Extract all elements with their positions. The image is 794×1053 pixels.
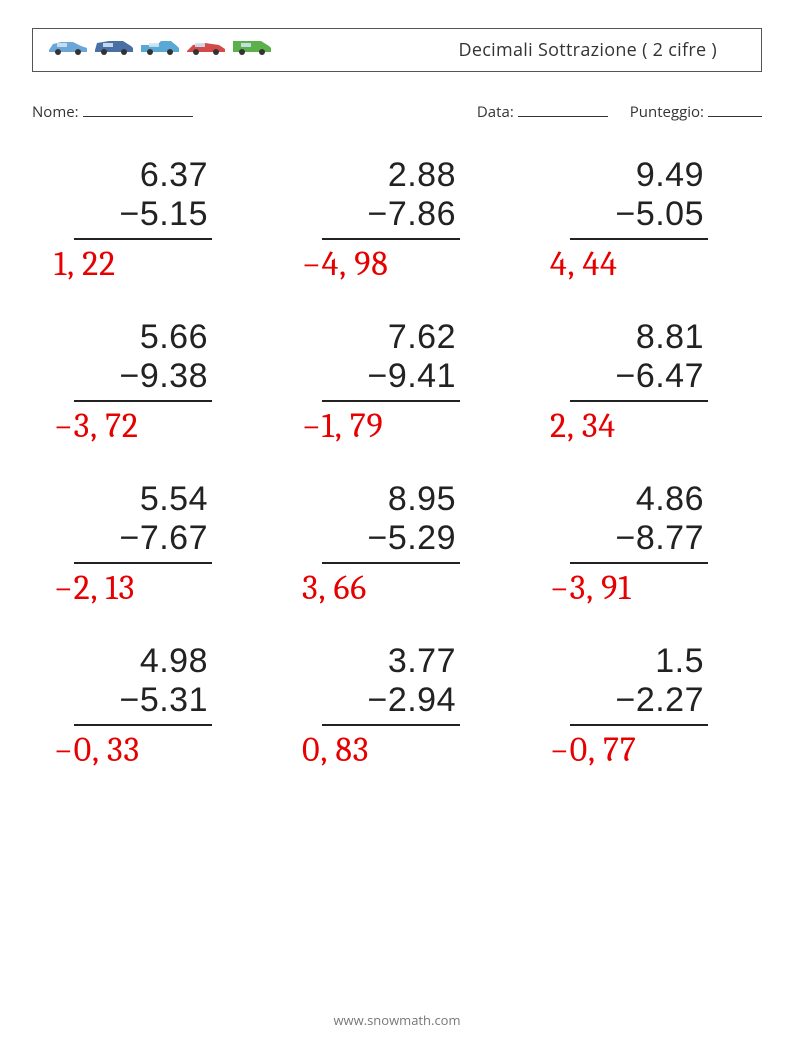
problem: 9.49−5.054, 44 (530, 156, 760, 284)
minuend: 9.49 (636, 156, 708, 195)
subtrahend: −5.15 (119, 195, 212, 234)
equals-rule (74, 238, 212, 240)
minuend: 5.66 (140, 318, 212, 357)
car-icon (93, 36, 135, 61)
number-block: 4.98−5.31 (34, 642, 212, 726)
subtrahend: −6.47 (615, 357, 708, 396)
answer: −4, 98 (282, 244, 389, 284)
problem: 8.95−5.293, 66 (282, 480, 512, 608)
answer: 4, 44 (530, 244, 618, 284)
problem: 5.54−7.67−2, 13 (34, 480, 264, 608)
subtrahend: −9.41 (367, 357, 460, 396)
answer: −0, 77 (530, 730, 637, 770)
answer: 2, 34 (530, 406, 616, 446)
number-block: 8.81−6.47 (530, 318, 708, 402)
minuend: 8.95 (388, 480, 460, 519)
car-icon (185, 36, 227, 61)
score-label: Punteggio: (630, 102, 704, 122)
subtrahend: −5.31 (119, 681, 212, 720)
minuend: 7.62 (388, 318, 460, 357)
number-block: 5.54−7.67 (34, 480, 212, 564)
number-block: 5.66−9.38 (34, 318, 212, 402)
minuend: 5.54 (140, 480, 212, 519)
problem: 6.37−5.151, 22 (34, 156, 264, 284)
number-block: 8.95−5.29 (282, 480, 460, 564)
answer: −3, 72 (34, 406, 139, 446)
name-field: Nome: (32, 102, 193, 122)
problem: 4.86−8.77−3, 91 (530, 480, 760, 608)
answer: 3, 66 (282, 568, 367, 608)
worksheet-title: Decimali Sottrazione ( 2 cifre ) (458, 38, 747, 62)
number-block: 4.86−8.77 (530, 480, 708, 564)
answer: −3, 91 (530, 568, 631, 608)
minuend: 1.5 (655, 642, 708, 681)
score-blank (708, 102, 762, 117)
problem-grid: 6.37−5.151, 222.88−7.86−4, 989.49−5.054,… (32, 156, 762, 770)
car-icon (231, 36, 273, 61)
subtrahend: −9.38 (119, 357, 212, 396)
car-icon-row (47, 39, 273, 61)
problem: 8.81−6.472, 34 (530, 318, 760, 446)
car-icon (139, 36, 181, 61)
footer-url: www.snowmath.com (0, 1011, 794, 1029)
answer: −0, 33 (34, 730, 140, 770)
subtrahend: −7.67 (119, 519, 212, 558)
minuend: 6.37 (140, 156, 212, 195)
name-label: Nome: (32, 102, 79, 122)
equals-rule (322, 400, 460, 402)
problem: 2.88−7.86−4, 98 (282, 156, 512, 284)
date-field: Data: (477, 102, 608, 122)
minuend: 2.88 (388, 156, 460, 195)
number-block: 3.77−2.94 (282, 642, 460, 726)
minuend: 8.81 (636, 318, 708, 357)
problem: 1.5−2.27−0, 77 (530, 642, 760, 770)
answer: −2, 13 (34, 568, 135, 608)
number-block: 9.49−5.05 (530, 156, 708, 240)
minuend: 3.77 (388, 642, 460, 681)
subtrahend: −2.94 (367, 681, 460, 720)
date-blank (518, 102, 608, 117)
problem: 7.62−9.41−1, 79 (282, 318, 512, 446)
equals-rule (74, 400, 212, 402)
number-block: 7.62−9.41 (282, 318, 460, 402)
car-icon (47, 36, 89, 61)
equals-rule (74, 724, 212, 726)
subtrahend: −5.29 (367, 519, 460, 558)
equals-rule (74, 562, 212, 564)
meta-row: Nome: Data: Punteggio: (32, 102, 762, 122)
worksheet-page: Decimali Sottrazione ( 2 cifre ) Nome: D… (0, 0, 794, 1053)
minuend: 4.86 (636, 480, 708, 519)
subtrahend: −8.77 (615, 519, 708, 558)
name-blank (83, 102, 193, 117)
equals-rule (322, 238, 460, 240)
answer: −1, 79 (282, 406, 384, 446)
equals-rule (322, 562, 460, 564)
equals-rule (322, 724, 460, 726)
date-label: Data: (477, 102, 514, 122)
equals-rule (570, 724, 708, 726)
subtrahend: −7.86 (367, 195, 460, 234)
answer: 0, 83 (282, 730, 369, 770)
header-bar: Decimali Sottrazione ( 2 cifre ) (32, 28, 762, 72)
equals-rule (570, 562, 708, 564)
number-block: 6.37−5.15 (34, 156, 212, 240)
problem: 4.98−5.31−0, 33 (34, 642, 264, 770)
problem: 5.66−9.38−3, 72 (34, 318, 264, 446)
problem: 3.77−2.940, 83 (282, 642, 512, 770)
equals-rule (570, 238, 708, 240)
subtrahend: −5.05 (615, 195, 708, 234)
subtrahend: −2.27 (615, 681, 708, 720)
equals-rule (570, 400, 708, 402)
score-field: Punteggio: (630, 102, 762, 122)
number-block: 2.88−7.86 (282, 156, 460, 240)
answer: 1, 22 (34, 244, 116, 284)
minuend: 4.98 (140, 642, 212, 681)
number-block: 1.5−2.27 (530, 642, 708, 726)
